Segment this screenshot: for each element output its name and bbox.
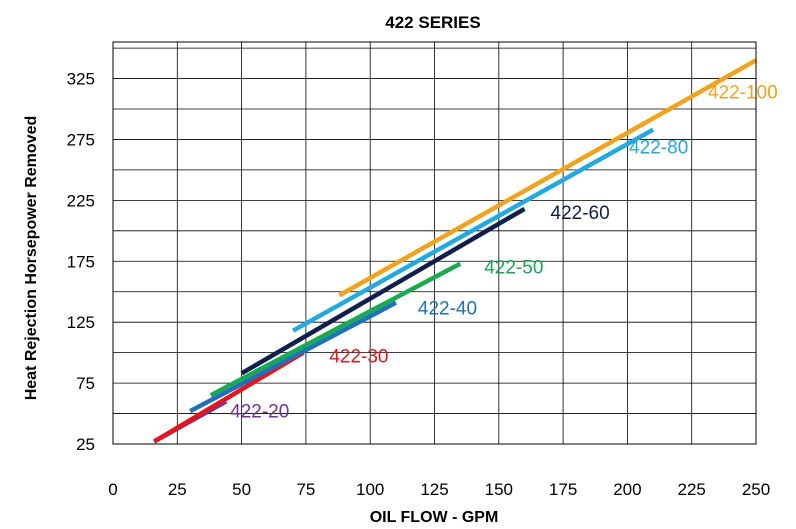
x-tick-label: 100 <box>356 480 384 499</box>
plot-frame <box>112 41 757 445</box>
y-tick-label: 25 <box>76 435 95 454</box>
series-line-422-50 <box>209 261 462 398</box>
x-tick-label: 250 <box>742 480 770 499</box>
series-label-422-30: 422-30 <box>329 347 388 368</box>
series-line-422-80 <box>291 127 655 333</box>
x-tick-label: 125 <box>420 480 448 499</box>
series-labels: 422-20 422-30 422-40 422-50 422-60 422-80 422-… <box>230 82 778 422</box>
series-lines <box>152 58 758 444</box>
series-line-422-40 <box>189 300 397 414</box>
series-label-422-60: 422-60 <box>551 203 610 224</box>
series-label-422-50: 422-50 <box>484 258 543 279</box>
x-tick-label: 50 <box>232 480 251 499</box>
series-line-422-60 <box>240 206 526 376</box>
y-tick-labels: 25 75 125 175 225 275 325 <box>67 70 95 454</box>
x-tick-label: 175 <box>549 480 577 499</box>
y-tick-label: 325 <box>67 70 95 89</box>
y-tick-label: 225 <box>67 191 95 210</box>
y-axis-label: Heat Rejection Horsepower Removed <box>23 116 40 401</box>
chart-title: 422 SERIES <box>385 13 480 32</box>
x-tick-label: 200 <box>613 480 641 499</box>
y-tick-label: 125 <box>67 313 95 332</box>
series-label-422-40: 422-40 <box>418 299 477 320</box>
x-tick-label: 25 <box>168 480 187 499</box>
series-line-422-100 <box>338 58 758 298</box>
x-axis-label: OIL FLOW - GPM <box>370 509 499 526</box>
x-tick-label: 0 <box>108 480 117 499</box>
x-tick-label: 225 <box>678 480 706 499</box>
series-label-422-20: 422-20 <box>230 401 289 422</box>
y-tick-label: 275 <box>67 130 95 149</box>
series-label-422-80: 422-80 <box>629 138 688 159</box>
series-line-422-30 <box>152 350 305 444</box>
x-tick-labels: 0 25 50 75 100 125 150 175 200 225 250 <box>108 480 770 499</box>
series-label-422-100: 422-100 <box>708 82 778 103</box>
x-tick-label: 75 <box>296 480 315 499</box>
y-tick-label: 75 <box>76 374 95 393</box>
y-tick-label: 175 <box>67 252 95 271</box>
x-tick-label: 150 <box>485 480 513 499</box>
